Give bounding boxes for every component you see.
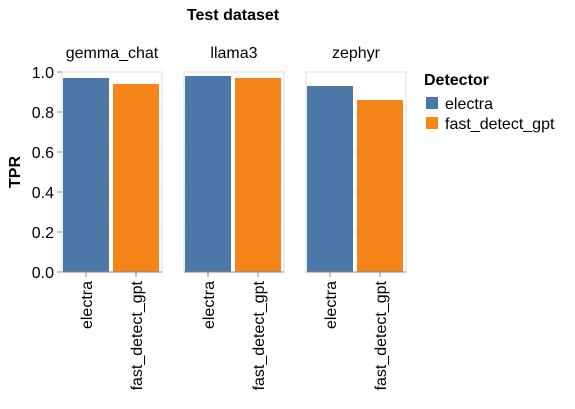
x-tick-label: electra — [201, 281, 218, 329]
y-tick-label: 0.0 — [32, 265, 54, 282]
legend-title: Detector — [424, 72, 489, 89]
y-tick-label: 0.2 — [32, 225, 54, 242]
legend-swatch-electra — [426, 97, 438, 109]
legend-label: fast_detect_gpt — [445, 116, 555, 133]
facet-header: gemma_chat — [66, 45, 159, 62]
bar-zephyr-fast_detect_gpt — [357, 100, 403, 272]
bar-gemma_chat-fast_detect_gpt — [113, 84, 159, 272]
y-axis-ticks: 0.0 0.2 0.4 0.6 0.8 1.0 — [32, 65, 63, 282]
x-tick-label: electra — [79, 281, 96, 329]
facet-panel-zephyr: zephyr electra fast_detect_gpt — [305, 45, 407, 390]
x-tick-label: fast_detect_gpt — [251, 280, 268, 390]
y-tick-label: 0.8 — [32, 105, 54, 122]
legend-swatch-fast_detect_gpt — [426, 117, 438, 129]
facet-header: zephyr — [332, 45, 381, 62]
y-tick-label: 0.4 — [32, 185, 54, 202]
legend: Detector electra fast_detect_gpt — [424, 72, 555, 133]
y-tick-label: 1.0 — [32, 65, 54, 82]
bar-gemma_chat-electra — [63, 78, 109, 272]
bar-zephyr-electra — [307, 86, 353, 272]
bar-llama3-fast_detect_gpt — [235, 78, 281, 272]
chart-title: Test dataset — [187, 7, 280, 24]
bar-llama3-electra — [185, 76, 231, 272]
x-tick-label: electra — [323, 281, 340, 329]
legend-label: electra — [445, 96, 493, 113]
facet-header: llama3 — [210, 45, 257, 62]
x-tick-label: fast_detect_gpt — [129, 280, 146, 390]
y-axis-label: TPR — [7, 156, 24, 188]
facet-panel-llama3: llama3 electra fast_detect_gpt — [183, 45, 285, 390]
x-tick-label: fast_detect_gpt — [373, 280, 390, 390]
y-tick-label: 0.6 — [32, 145, 54, 162]
